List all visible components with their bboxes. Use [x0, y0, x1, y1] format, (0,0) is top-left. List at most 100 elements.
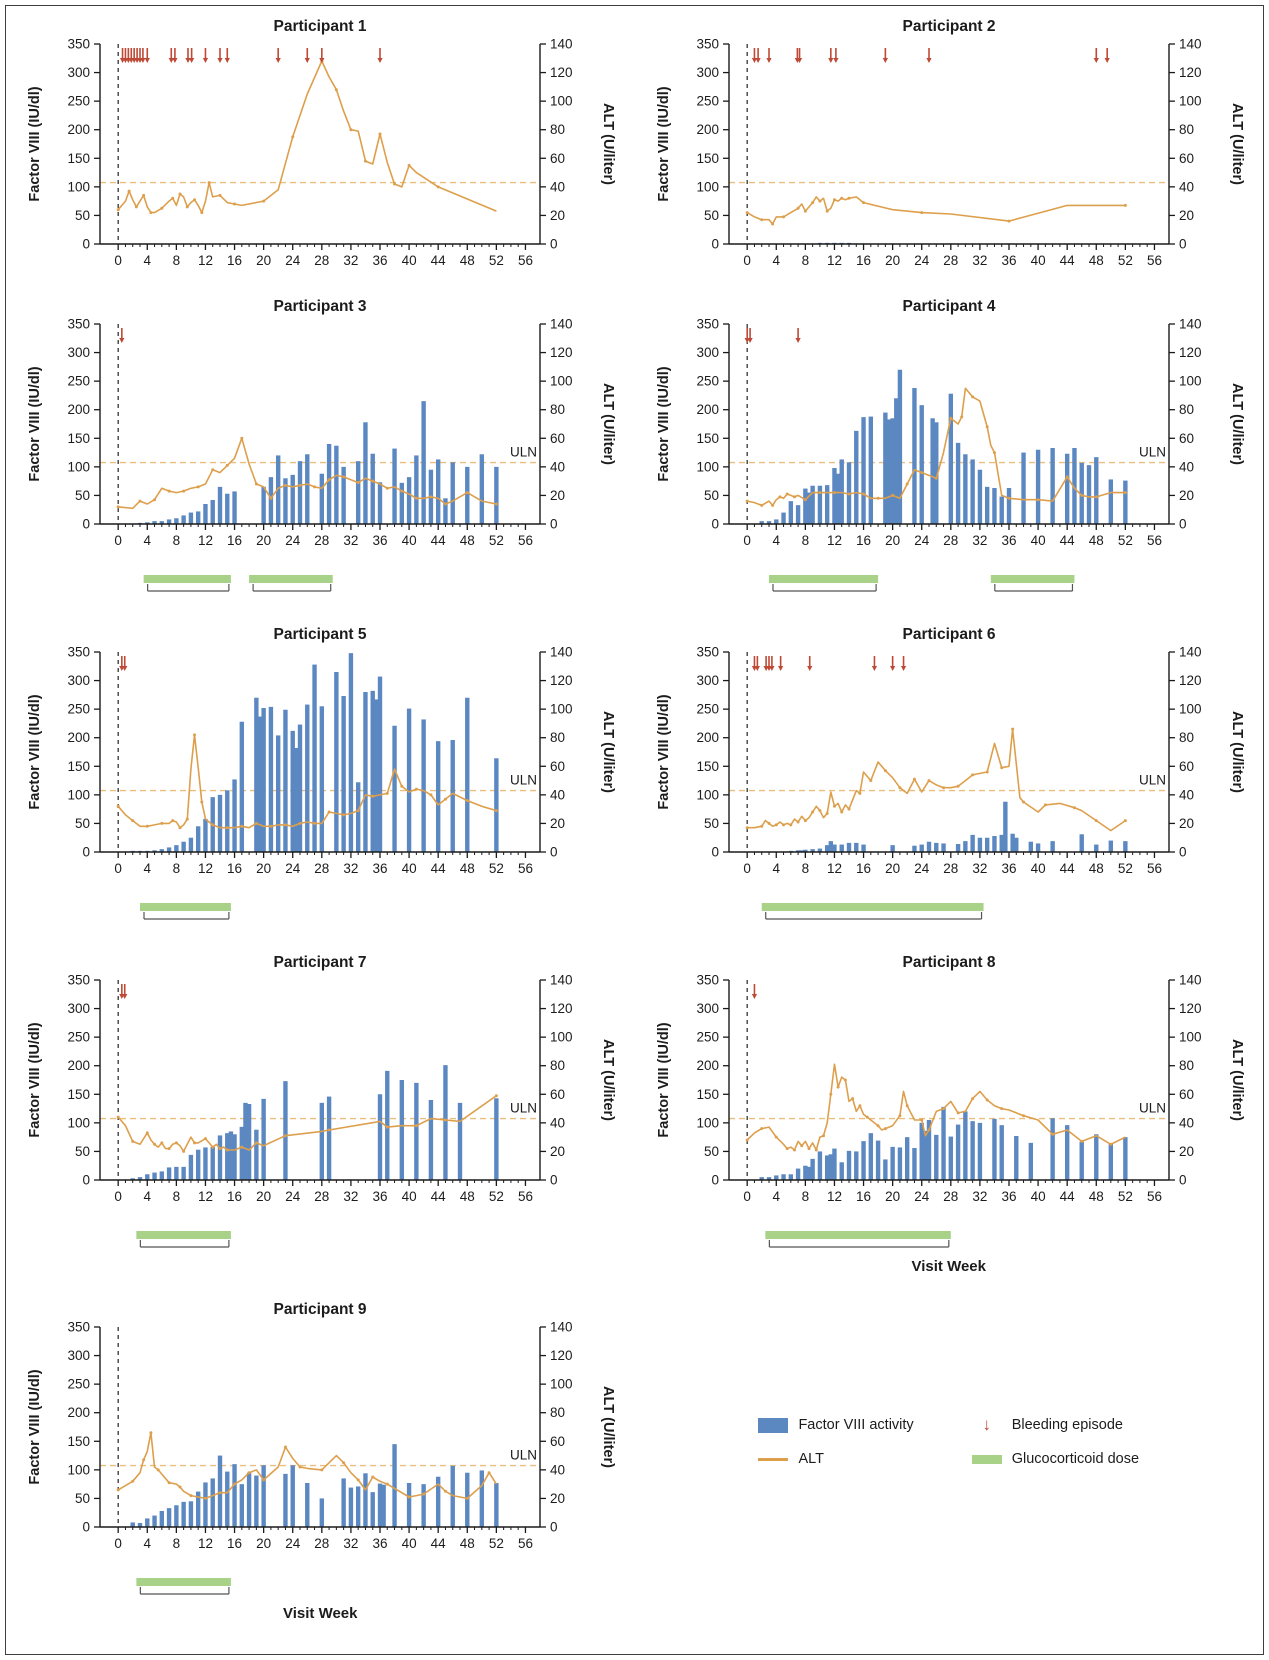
svg-text:200: 200	[68, 1058, 91, 1073]
svg-text:32: 32	[972, 253, 987, 268]
svg-text:40: 40	[550, 787, 565, 802]
svg-text:350: 350	[696, 973, 719, 988]
svg-text:0: 0	[115, 533, 123, 548]
panel-title: Participant 4	[902, 298, 995, 315]
svg-text:250: 250	[696, 374, 719, 389]
y-right-axis-label: ALT (U/liter)	[600, 103, 616, 185]
panel-title: Participant 3	[274, 298, 367, 315]
svg-text:36: 36	[1001, 1189, 1016, 1204]
svg-text:150: 150	[68, 151, 91, 166]
svg-text:0: 0	[550, 237, 558, 252]
svg-text:16: 16	[227, 253, 242, 268]
svg-text:32: 32	[972, 1189, 987, 1204]
svg-text:32: 32	[972, 861, 987, 876]
svg-text:24: 24	[285, 1536, 301, 1551]
svg-text:12: 12	[198, 861, 213, 876]
svg-text:20: 20	[550, 1144, 565, 1159]
svg-text:44: 44	[1059, 861, 1075, 876]
svg-text:150: 150	[696, 759, 719, 774]
y-right-axis-label: ALT (U/liter)	[600, 383, 616, 465]
svg-text:56: 56	[1147, 253, 1162, 268]
svg-text:24: 24	[914, 253, 930, 268]
svg-text:350: 350	[696, 645, 719, 660]
svg-text:150: 150	[68, 1434, 91, 1449]
svg-text:44: 44	[431, 1189, 447, 1204]
svg-text:40: 40	[550, 1462, 565, 1477]
svg-text:100: 100	[1179, 94, 1202, 109]
svg-text:200: 200	[696, 730, 719, 745]
y-right-axis-label: ALT (U/liter)	[600, 711, 616, 793]
svg-text:50: 50	[75, 208, 90, 223]
svg-text:28: 28	[315, 253, 330, 268]
svg-text:80: 80	[550, 1405, 565, 1420]
svg-text:140: 140	[1179, 645, 1202, 660]
legend: Factor VIII activity ↓ Bleeding episode …	[758, 1415, 1139, 1467]
svg-text:50: 50	[75, 488, 90, 503]
legend-item-glucocorticoid: Glucocorticoid dose	[971, 1451, 1139, 1467]
svg-text:300: 300	[68, 673, 91, 688]
svg-text:40: 40	[402, 1189, 417, 1204]
svg-text:300: 300	[68, 1348, 91, 1363]
svg-text:28: 28	[943, 533, 958, 548]
uln-label: ULN	[510, 1448, 537, 1463]
svg-text:120: 120	[550, 345, 573, 360]
svg-text:200: 200	[696, 1058, 719, 1073]
svg-text:52: 52	[489, 861, 504, 876]
participant-3-panel: Participant 3ULN60 40 30 20 10 40 35 30 …	[6, 294, 635, 600]
svg-text:100: 100	[68, 1462, 91, 1477]
svg-text:120: 120	[550, 65, 573, 80]
svg-text:56: 56	[518, 861, 533, 876]
svg-text:20: 20	[1179, 208, 1194, 223]
svg-text:40: 40	[402, 861, 417, 876]
svg-text:0: 0	[83, 1520, 91, 1535]
svg-text:200: 200	[696, 122, 719, 137]
svg-text:350: 350	[68, 1320, 91, 1335]
panel-title: Participant 8	[902, 954, 995, 971]
svg-text:200: 200	[68, 1405, 91, 1420]
legend-item-factor-viii: Factor VIII activity	[758, 1415, 914, 1435]
svg-text:4: 4	[144, 533, 152, 548]
svg-text:0: 0	[115, 253, 123, 268]
svg-text:44: 44	[431, 1536, 447, 1551]
svg-text:8: 8	[801, 533, 809, 548]
participant-7-panel: Participant 7ULN40 35 30 25 20 10 5 mg/d…	[6, 950, 635, 1275]
y-right-axis-label: ALT (U/liter)	[1229, 711, 1245, 793]
svg-text:20: 20	[885, 1189, 900, 1204]
participant-8-panel: Participant 8ULN40 35 30 25 20 15 10 5 3…	[635, 950, 1264, 1275]
svg-text:20: 20	[256, 533, 271, 548]
participant-2-panel: Participant 2 0 50 100 150 200 250 300 350 0 20 40 6…	[635, 14, 1264, 272]
svg-text:120: 120	[1179, 673, 1202, 688]
svg-text:12: 12	[198, 533, 213, 548]
svg-text:0: 0	[83, 1173, 91, 1188]
svg-text:20: 20	[1179, 488, 1194, 503]
participant-6-panel: Participant 6ULN60 40 30 20 15 10 5 30 6…	[635, 622, 1264, 928]
svg-text:80: 80	[1179, 1058, 1194, 1073]
svg-text:80: 80	[1179, 122, 1194, 137]
svg-text:4: 4	[144, 861, 152, 876]
panel-title: Participant 7	[274, 954, 367, 971]
participant-9-panel: Participant 9ULN60 40 30 20 15 10 5 mg/d…	[6, 1297, 635, 1622]
svg-text:28: 28	[315, 861, 330, 876]
svg-text:100: 100	[550, 374, 573, 389]
svg-text:40: 40	[1179, 787, 1194, 802]
uln-label: ULN	[1139, 445, 1166, 460]
svg-text:0: 0	[550, 845, 558, 860]
svg-text:100: 100	[696, 787, 719, 802]
svg-text:80: 80	[550, 730, 565, 745]
svg-text:60: 60	[1179, 151, 1194, 166]
y-right-axis-label: ALT (U/liter)	[1229, 383, 1245, 465]
svg-text:40: 40	[402, 533, 417, 548]
svg-text:8: 8	[173, 861, 181, 876]
svg-text:8: 8	[173, 253, 181, 268]
svg-text:52: 52	[1118, 861, 1133, 876]
svg-text:300: 300	[68, 1001, 91, 1016]
svg-text:8: 8	[801, 253, 809, 268]
svg-text:250: 250	[68, 1377, 91, 1392]
svg-text:140: 140	[1179, 317, 1202, 332]
svg-text:40: 40	[402, 1536, 417, 1551]
svg-text:24: 24	[285, 1189, 301, 1204]
svg-text:44: 44	[431, 253, 447, 268]
alt-line-swatch-icon	[758, 1457, 789, 1461]
svg-text:120: 120	[1179, 345, 1202, 360]
